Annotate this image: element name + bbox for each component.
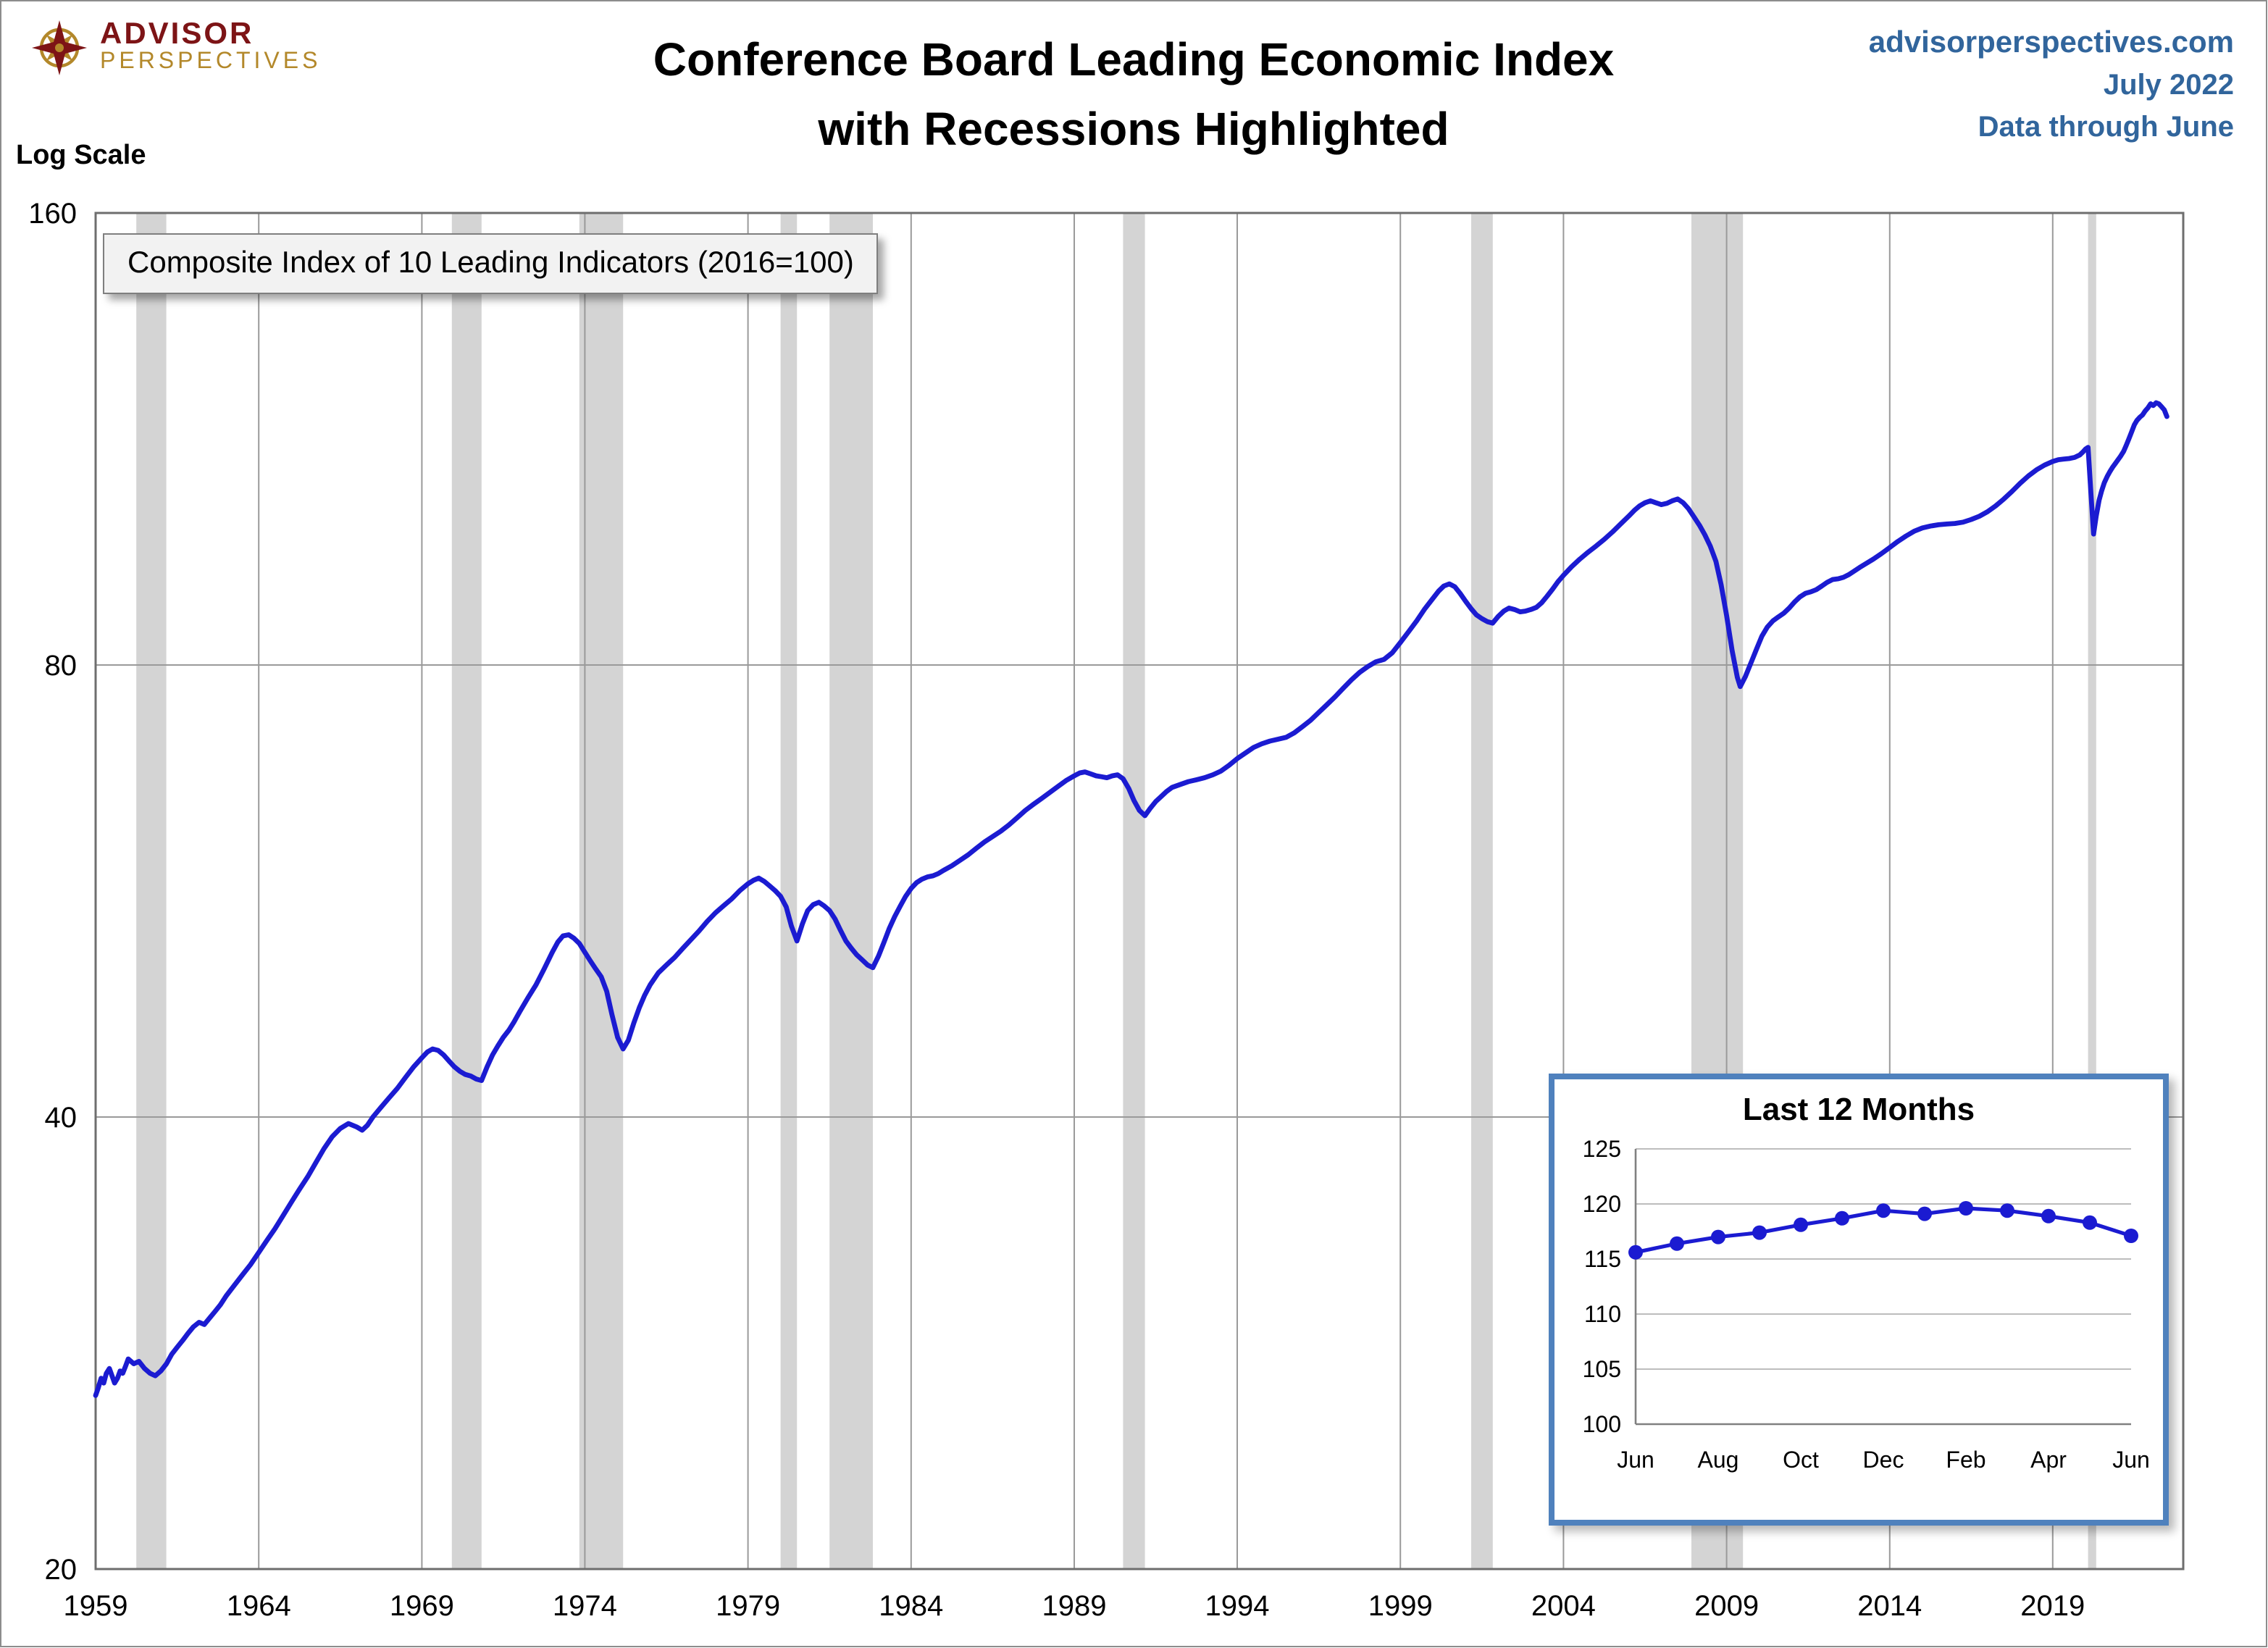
- advisor-perspectives-logo: ADVISOR PERSPECTIVES: [30, 17, 322, 77]
- chart-title-line1: Conference Board Leading Economic Index: [653, 33, 1615, 85]
- x-tick-label: 1989: [1042, 1590, 1107, 1622]
- inset-marker: [1794, 1217, 1808, 1232]
- inset-gridlines: [1636, 1148, 2131, 1425]
- inset-y-tick-label: 105: [1583, 1356, 1621, 1382]
- plot-border: [94, 212, 2185, 1570]
- inset-y-tick-label: 115: [1584, 1246, 1621, 1272]
- header-attribution: advisorperspectives.com July 2022 Data t…: [1869, 22, 2234, 150]
- chart-title-line2: with Recessions Highlighted: [818, 103, 1449, 155]
- x-tick-label: 1999: [1368, 1590, 1433, 1622]
- recession-band: [1123, 213, 1145, 1569]
- recession-band: [136, 213, 167, 1569]
- inset-y-tick-label: 125: [1583, 1136, 1621, 1162]
- inset-chart-box: Last 12 Months 100 105 110 115 120 125 Jun Aug O…: [1549, 1074, 2169, 1526]
- y-tick-label: 20: [45, 1554, 78, 1586]
- inset-x-tick-label: Apr: [2030, 1447, 2067, 1473]
- inset-marker: [1959, 1201, 1973, 1216]
- x-tick-label: 1969: [390, 1590, 454, 1622]
- legend-label: Composite Index of 10 Leading Indicators…: [127, 246, 854, 280]
- y-tick-label: 160: [28, 198, 77, 230]
- inset-y-tick-label: 120: [1583, 1191, 1621, 1217]
- x-tick-label: 2014: [1857, 1590, 1922, 1622]
- inset-marker: [2083, 1215, 2097, 1230]
- x-tick-label: 1974: [553, 1590, 617, 1622]
- inset-title: Last 12 Months: [1742, 1091, 1975, 1127]
- inset-marker: [1670, 1236, 1684, 1251]
- x-tick-label: 1964: [227, 1590, 291, 1622]
- inset-x-tick-label: Jun: [2112, 1447, 2150, 1473]
- lei-line: [93, 400, 2169, 1398]
- recession-band: [1471, 213, 1493, 1569]
- x-tick-label: 1959: [64, 1590, 128, 1622]
- inset-marker: [2124, 1229, 2138, 1243]
- inset-marker: [1917, 1206, 1932, 1221]
- inset-marker: [1835, 1210, 1849, 1226]
- x-tick-label: 1984: [879, 1590, 943, 1622]
- logo-perspectives: PERSPECTIVES: [100, 49, 322, 75]
- inset-chart: 100 105 110 115 120 125 Jun Aug Oct Dec Feb Apr Jun: [1583, 1136, 2150, 1473]
- data-through-note: Data through June: [1978, 112, 2234, 144]
- chart-title: Conference Board Leading Economic Index …: [1, 25, 2266, 164]
- x-tick-label: 1979: [716, 1590, 780, 1622]
- publication-date: July 2022: [2103, 70, 2234, 102]
- recession-band: [2088, 213, 2096, 1569]
- inset-x-tick-label: Jun: [1617, 1447, 1654, 1473]
- y-tick-label: 80: [45, 650, 78, 682]
- inset-marker: [2000, 1203, 2014, 1218]
- recession-band: [780, 213, 798, 1569]
- inset-y-tick-label: 100: [1583, 1411, 1621, 1437]
- recession-band: [829, 213, 873, 1569]
- recession-band: [579, 213, 624, 1569]
- inset-marker: [1752, 1225, 1767, 1240]
- inset-marker: [1711, 1229, 1725, 1245]
- x-tick-label: 2004: [1531, 1590, 1596, 1622]
- x-tick-label: 2019: [2020, 1590, 2085, 1622]
- log-scale-label: Log Scale: [16, 141, 146, 171]
- inset-x-tick-label: Oct: [1783, 1447, 1819, 1473]
- x-tick-label: 1994: [1205, 1590, 1270, 1622]
- logo-advisor: ADVISOR: [100, 17, 254, 51]
- legend-box: Composite Index of 10 Leading Indicators…: [103, 233, 879, 294]
- inset-marker: [2041, 1208, 2056, 1224]
- inset-marker: [1628, 1245, 1643, 1260]
- logo-text: ADVISOR PERSPECTIVES: [100, 17, 322, 75]
- inset-y-tick-label: 110: [1584, 1301, 1621, 1327]
- source-website: advisorperspectives.com: [1868, 26, 2234, 59]
- y-tick-label: 40: [45, 1102, 78, 1134]
- inset-x-tick-label: Feb: [1946, 1447, 1985, 1473]
- x-tick-label: 2009: [1694, 1590, 1759, 1622]
- recession-band: [451, 213, 482, 1569]
- inset-x-tick-label: Dec: [1863, 1447, 1904, 1473]
- inset-x-tick-label: Aug: [1698, 1447, 1739, 1473]
- compass-star-icon: [32, 20, 87, 75]
- inset-marker: [1876, 1203, 1891, 1218]
